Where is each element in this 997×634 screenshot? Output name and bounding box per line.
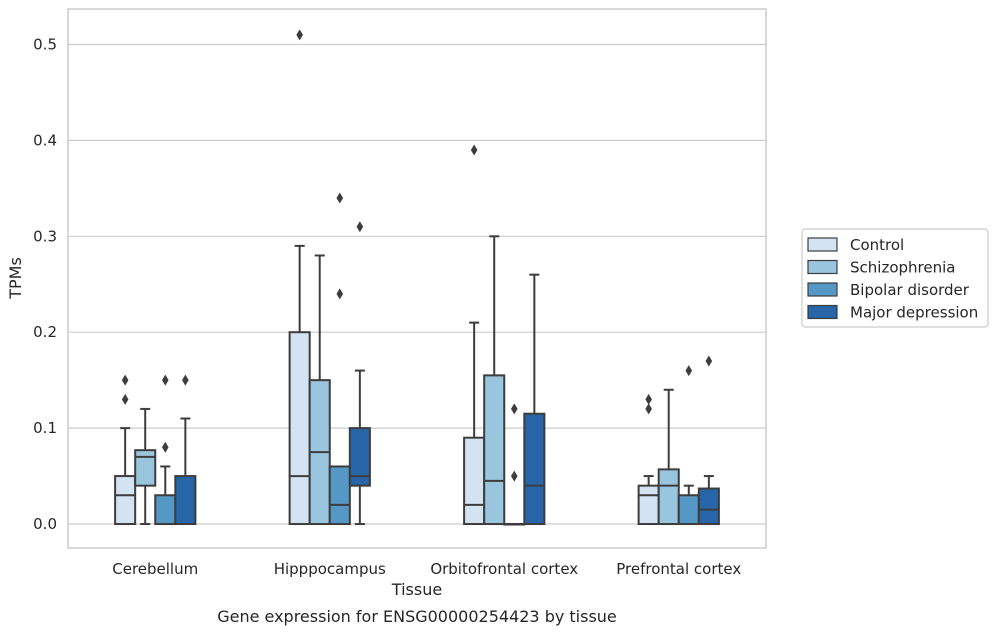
box-groups (114, 29, 720, 526)
box (463, 144, 486, 526)
outlier-point (336, 192, 344, 204)
box-iqr (657, 468, 680, 526)
x-tick-label: Orbitofrontal cortex (430, 560, 578, 578)
legend-label: Bipolar disorder (850, 281, 970, 299)
outlier-point (510, 403, 518, 415)
legend-label: Major depression (850, 304, 978, 322)
x-tick-label: Hipppocampus (274, 560, 386, 578)
outlier-point (161, 374, 169, 386)
box (523, 273, 546, 526)
y-tick-label: 0.1 (33, 419, 57, 437)
box (348, 221, 371, 526)
box-iqr (483, 374, 506, 526)
box (503, 403, 526, 526)
legend-swatch (807, 237, 838, 252)
x-tick-labels: Cerebellum Hipppocampus Orbitofrontal cort… (112, 560, 741, 578)
outlier-point (121, 393, 129, 405)
outlier-point (296, 29, 303, 41)
y-tick-labels: 0.0 0.1 0.2 0.3 0.4 0.5 (33, 35, 57, 533)
box (637, 393, 660, 526)
box-iqr (154, 494, 177, 526)
box (288, 29, 311, 526)
y-tick-label: 0.2 (33, 323, 57, 341)
box-iqr (134, 449, 157, 487)
box-iqr (523, 412, 546, 526)
y-tick-label: 0.3 (33, 227, 57, 245)
outlier-point (470, 144, 478, 156)
x-tick-label: Cerebellum (112, 560, 198, 578)
box-iqr (114, 475, 137, 526)
legend-swatch (807, 259, 838, 275)
box (328, 192, 351, 526)
legend: Control Schizophrenia Bipolar disorder Majo… (801, 228, 989, 328)
box (697, 355, 720, 526)
x-axis-label: Tissue (391, 580, 442, 599)
outlier-point (336, 288, 344, 300)
x-tick-label: Prefrontal cortex (616, 560, 741, 578)
box-iqr (288, 331, 311, 526)
box-iqr (463, 436, 486, 526)
outlier-point (356, 221, 364, 233)
box-iqr (697, 487, 720, 526)
outlier-point (645, 403, 652, 415)
outlier-point (510, 470, 518, 482)
box (677, 365, 700, 526)
box-iqr (677, 494, 700, 526)
y-gridlines (68, 43, 766, 525)
outlier-point (161, 441, 169, 453)
y-tick-label: 0.4 (33, 131, 57, 149)
legend-box (801, 228, 989, 328)
box (134, 407, 157, 526)
box (174, 374, 197, 526)
box (114, 374, 137, 526)
legend-swatch (807, 304, 838, 320)
outlier-point (182, 374, 189, 386)
box (308, 254, 331, 526)
y-tick-label: 0.5 (33, 35, 57, 53)
box (154, 374, 177, 526)
legend-label: Control (850, 236, 904, 254)
outlier-point (685, 365, 693, 377)
box-iqr (637, 484, 660, 526)
box (657, 388, 680, 526)
legend-swatch (807, 282, 838, 297)
box-iqr (328, 465, 351, 526)
outlier-point (645, 393, 652, 405)
box-iqr (348, 427, 371, 487)
box-iqr (174, 475, 197, 526)
box (483, 235, 506, 526)
outlier-point (121, 374, 129, 386)
y-axis-label: TPMs (6, 257, 25, 300)
figure-caption: Gene expression for ENSG00000254423 by t… (217, 607, 617, 626)
plot-frame (67, 8, 767, 549)
legend-label: Schizophrenia (850, 259, 955, 277)
outlier-point (705, 355, 713, 367)
y-tick-label: 0.0 (33, 515, 57, 533)
